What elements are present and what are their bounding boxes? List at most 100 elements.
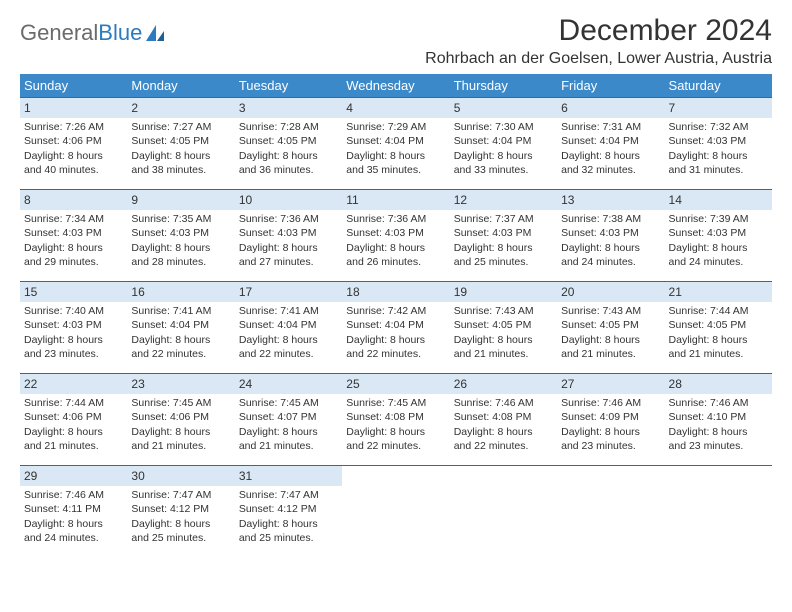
day-number: 1 [20, 98, 127, 118]
day-info-line: and 40 minutes. [24, 163, 123, 177]
day-number: 22 [20, 374, 127, 394]
day-info-line: and 29 minutes. [24, 255, 123, 269]
calendar-day-cell: 17Sunrise: 7:41 AMSunset: 4:04 PMDayligh… [235, 282, 342, 374]
day-info-line: Daylight: 8 hours [24, 333, 123, 347]
day-info-line: Daylight: 8 hours [131, 149, 230, 163]
day-info-line: Daylight: 8 hours [454, 333, 553, 347]
day-info-line: Sunrise: 7:42 AM [346, 304, 445, 318]
calendar-table: SundayMondayTuesdayWednesdayThursdayFrid… [20, 74, 772, 558]
day-info-line: Sunrise: 7:45 AM [131, 396, 230, 410]
calendar-day-cell: 19Sunrise: 7:43 AMSunset: 4:05 PMDayligh… [450, 282, 557, 374]
day-info-line: Sunset: 4:12 PM [239, 502, 338, 516]
calendar-day-cell: 21Sunrise: 7:44 AMSunset: 4:05 PMDayligh… [665, 282, 772, 374]
day-info-line: and 27 minutes. [239, 255, 338, 269]
calendar-day-cell: 14 Sunrise: 7:39 AMSunset: 4:03 PMDayligh… [665, 190, 772, 282]
calendar-day-cell: 11Sunrise: 7:36 AMSunset: 4:03 PMDayligh… [342, 190, 449, 282]
day-info-line: Daylight: 8 hours [669, 241, 768, 255]
day-info-line: Sunset: 4:05 PM [239, 134, 338, 148]
day-info-line: Daylight: 8 hours [669, 149, 768, 163]
day-number: 30 [127, 466, 234, 486]
day-number: 23 [127, 374, 234, 394]
calendar-day-cell: 10Sunrise: 7:36 AMSunset: 4:03 PMDayligh… [235, 190, 342, 282]
day-info-line: Sunset: 4:03 PM [669, 134, 768, 148]
day-info-line: Daylight: 8 hours [131, 517, 230, 531]
calendar-day-cell: 12Sunrise: 7:37 AMSunset: 4:03 PMDayligh… [450, 190, 557, 282]
day-info-line: Sunset: 4:03 PM [346, 226, 445, 240]
day-info-line: and 21 minutes. [131, 439, 230, 453]
calendar-day-cell: 30Sunrise: 7:47 AMSunset: 4:12 PMDayligh… [127, 466, 234, 558]
day-number: 9 [127, 190, 234, 210]
day-info-line: Sunset: 4:03 PM [24, 226, 123, 240]
location-subtitle: Rohrbach an der Goelsen, Lower Austria, … [20, 50, 772, 68]
day-info-line: and 23 minutes. [561, 439, 660, 453]
day-info-line: Daylight: 8 hours [346, 333, 445, 347]
day-info-line: Daylight: 8 hours [454, 149, 553, 163]
day-info-line: Sunset: 4:04 PM [239, 318, 338, 332]
calendar-day-cell: 29Sunrise: 7:46 AMSunset: 4:11 PMDayligh… [20, 466, 127, 558]
calendar-day-cell: 2Sunrise: 7:27 AMSunset: 4:05 PMDaylight… [127, 98, 234, 190]
header: GeneralBlue December 2024 [20, 14, 772, 48]
weekday-header: Tuesday [235, 74, 342, 98]
day-info-line: Sunset: 4:03 PM [561, 226, 660, 240]
day-info-line: Sunrise: 7:43 AM [454, 304, 553, 318]
day-info-line: Sunrise: 7:40 AM [24, 304, 123, 318]
calendar-day-cell: 7Sunrise: 7:32 AMSunset: 4:03 PMDaylight… [665, 98, 772, 190]
day-info-line: Daylight: 8 hours [561, 241, 660, 255]
day-number: 7 [665, 98, 772, 118]
day-info-line: Sunset: 4:03 PM [131, 226, 230, 240]
day-number: 29 [20, 466, 127, 486]
day-info-line: Daylight: 8 hours [239, 425, 338, 439]
day-info-line: Sunrise: 7:38 AM [561, 212, 660, 226]
day-info-line: Sunrise: 7:37 AM [454, 212, 553, 226]
calendar-day-cell: 5Sunrise: 7:30 AMSunset: 4:04 PMDaylight… [450, 98, 557, 190]
day-info-line: Sunrise: 7:39 AM [669, 212, 768, 226]
day-info-line: Sunrise: 7:36 AM [346, 212, 445, 226]
weekday-header: Saturday [665, 74, 772, 98]
day-info-line: and 24 minutes. [561, 255, 660, 269]
day-number: 24 [235, 374, 342, 394]
title-block: December 2024 [559, 14, 772, 48]
calendar-week-row: 8Sunrise: 7:34 AMSunset: 4:03 PMDaylight… [20, 190, 772, 282]
calendar-page: GeneralBlue December 2024 Rohrbach an de… [0, 0, 792, 558]
calendar-day-cell: . [342, 466, 449, 558]
calendar-day-cell: 8Sunrise: 7:34 AMSunset: 4:03 PMDaylight… [20, 190, 127, 282]
day-info-line: Sunset: 4:11 PM [24, 502, 123, 516]
calendar-day-cell: 9Sunrise: 7:35 AMSunset: 4:03 PMDaylight… [127, 190, 234, 282]
day-number: 6 [557, 98, 664, 118]
day-info-line: Sunrise: 7:29 AM [346, 120, 445, 134]
day-info-line: Daylight: 8 hours [239, 517, 338, 531]
day-info-line: Sunrise: 7:28 AM [239, 120, 338, 134]
day-info-line: Sunrise: 7:46 AM [561, 396, 660, 410]
day-info-line: Daylight: 8 hours [131, 241, 230, 255]
day-number: 8 [20, 190, 127, 210]
day-info-line: Sunset: 4:03 PM [669, 226, 768, 240]
day-number: 27 [557, 374, 664, 394]
day-info-line: Sunrise: 7:43 AM [561, 304, 660, 318]
calendar-day-cell: 13Sunrise: 7:38 AMSunset: 4:03 PMDayligh… [557, 190, 664, 282]
day-info-line: Daylight: 8 hours [561, 149, 660, 163]
weekday-header: Sunday [20, 74, 127, 98]
day-info-line: Sunset: 4:07 PM [239, 410, 338, 424]
day-info-line: and 28 minutes. [131, 255, 230, 269]
day-info-line: Sunset: 4:04 PM [131, 318, 230, 332]
day-info-line: Daylight: 8 hours [131, 425, 230, 439]
day-info-line: and 38 minutes. [131, 163, 230, 177]
calendar-day-cell: 6Sunrise: 7:31 AMSunset: 4:04 PMDaylight… [557, 98, 664, 190]
day-info-line: Sunset: 4:05 PM [669, 318, 768, 332]
calendar-day-cell: 25Sunrise: 7:45 AMSunset: 4:08 PMDayligh… [342, 374, 449, 466]
calendar-week-row: 1Sunrise: 7:26 AMSunset: 4:06 PMDaylight… [20, 98, 772, 190]
day-info-line: Sunrise: 7:44 AM [669, 304, 768, 318]
day-info-line: Sunrise: 7:47 AM [239, 488, 338, 502]
day-number: 14 [665, 190, 772, 210]
day-info-line: and 22 minutes. [454, 439, 553, 453]
day-info-line: and 24 minutes. [24, 531, 123, 545]
calendar-body: 1Sunrise: 7:26 AMSunset: 4:06 PMDaylight… [20, 98, 772, 558]
day-info-line: Sunset: 4:04 PM [561, 134, 660, 148]
logo: GeneralBlue [20, 20, 166, 46]
day-info-line: Sunset: 4:10 PM [669, 410, 768, 424]
day-info-line: Sunset: 4:04 PM [346, 318, 445, 332]
day-info-line: Daylight: 8 hours [669, 333, 768, 347]
day-info-line: Sunrise: 7:45 AM [239, 396, 338, 410]
day-info-line: Sunrise: 7:44 AM [24, 396, 123, 410]
calendar-day-cell: 18Sunrise: 7:42 AMSunset: 4:04 PMDayligh… [342, 282, 449, 374]
